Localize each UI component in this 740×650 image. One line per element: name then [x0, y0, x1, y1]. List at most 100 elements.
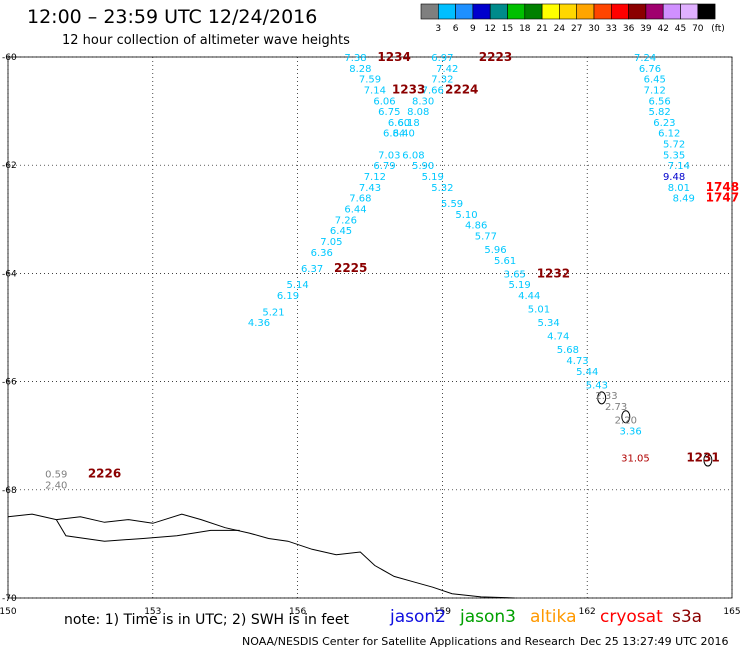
wave-height-value: 7.03 [378, 150, 400, 161]
wave-height-value: 3.65 [504, 269, 526, 280]
color-scale-label: 24 [554, 24, 566, 34]
wave-height-value: 8.49 [673, 194, 695, 205]
wave-height-value: 6.56 [648, 96, 670, 107]
wave-height-value: 5.72 [663, 140, 685, 151]
wave-height-value: 6.40 [393, 129, 415, 140]
wave-height-value: 5.77 [475, 232, 497, 243]
satellite-legend-cryosat: cryosat [600, 607, 663, 627]
wave-height-value: 6.45 [330, 226, 352, 237]
wave-height-value: 5.32 [431, 183, 453, 194]
pass-time-label: 1232 [537, 266, 570, 280]
wave-height-value: 7.14 [364, 85, 386, 96]
pass-time-label: 1233 [392, 82, 425, 96]
latitude-label: -64 [2, 269, 17, 279]
map-subtitle: 12 hour collection of altimeter wave hei… [62, 33, 350, 48]
color-scale-label: 45 [675, 24, 686, 34]
wave-height-value: 4.74 [547, 332, 569, 343]
footer-credit: NOAA/NESDIS Center for Satellite Applica… [242, 635, 576, 648]
wave-height-value: 5.19 [422, 172, 444, 183]
color-scale-label: 70 [692, 24, 704, 34]
wave-height-value: 6.84 [383, 129, 405, 140]
wave-height-value: 6.60 [388, 118, 410, 129]
satellite-legend-altika: altika [530, 607, 577, 627]
color-scale-swatch [697, 3, 716, 20]
latitude-label: -66 [2, 378, 17, 388]
wave-height-value: 2.20 [615, 415, 637, 426]
wave-height-value: 5.82 [648, 107, 670, 118]
wave-height-value: 8.08 [407, 107, 429, 118]
pass-time-label: 1231 [686, 450, 719, 464]
wave-height-value: 6.45 [644, 75, 666, 86]
satellite-legend-s3a: s3a [672, 607, 703, 627]
wave-height-value: 7.59 [359, 75, 381, 86]
coastline [7, 513, 515, 599]
color-scale-label: 15 [502, 24, 513, 34]
wave-height-value: 6.97 [431, 53, 453, 64]
wave-height-value: 5.61 [494, 256, 516, 267]
wave-height-value: 8.28 [349, 64, 371, 75]
wave-height-value: 7.26 [335, 215, 357, 226]
wave-height-value: 6.44 [344, 204, 366, 215]
wave-height-value: 6.75 [378, 107, 400, 118]
longitude-label: 162 [579, 607, 596, 617]
wave-height-value: 5.19 [508, 280, 530, 291]
color-scale-label: 9 [470, 24, 476, 34]
wave-height-value: 7.12 [644, 85, 666, 96]
wave-height-value: 8.01 [668, 183, 690, 194]
color-scale-label: 30 [588, 24, 600, 34]
wave-height-value: 5.35 [663, 150, 685, 161]
pass-time-label: 2225 [334, 261, 367, 275]
satellite-legend-jason3: jason3 [460, 607, 516, 627]
latitude-label: -70 [2, 594, 17, 604]
pass-time-label: 2226 [88, 467, 121, 481]
color-scale-label: 3 [435, 24, 441, 34]
wave-height-value: 3.36 [620, 426, 642, 437]
wave-height-value: 6.79 [373, 161, 395, 172]
wave-height-value: 5.96 [484, 245, 506, 256]
pass-time-label: 2223 [479, 50, 512, 64]
wave-height-value: 7.68 [349, 194, 371, 205]
longitude-label: 156 [289, 607, 306, 617]
color-scale-label: 36 [623, 24, 635, 34]
longitude-label: 159 [434, 607, 451, 617]
wave-height-value: 5.68 [557, 345, 579, 356]
map-title: 12:00 – 23:59 UTC 12/24/2016 [27, 6, 318, 28]
color-scale-label: 21 [536, 24, 547, 34]
latitude-label: -62 [2, 161, 17, 171]
wave-height-value: 7.24 [634, 53, 656, 64]
wave-height-value: 5.59 [441, 199, 463, 210]
wave-height-value: 6.06 [373, 96, 395, 107]
color-scale-label: 39 [640, 24, 652, 34]
wave-height-value: 7.42 [436, 64, 458, 75]
color-scale-label: 33 [606, 24, 617, 34]
wave-height-value: 8.30 [412, 96, 434, 107]
wave-height-value: 7.12 [364, 172, 386, 183]
island-outline [597, 391, 607, 405]
wave-height-value: 5.43 [586, 380, 608, 391]
wave-height-value: 6.23 [653, 118, 675, 129]
wave-height-value: 7.38 [344, 53, 366, 64]
pass-time-label: 2224 [445, 82, 478, 96]
wave-height-value: 5.90 [412, 161, 434, 172]
wave-height-value: 6.37 [301, 264, 323, 275]
wave-height-value: 7.05 [320, 237, 342, 248]
color-scale-label: 18 [519, 24, 531, 34]
color-scale-label: 6 [453, 24, 459, 34]
pass-time-label: 1234 [377, 50, 410, 64]
wave-height-value: 4.36 [248, 318, 270, 329]
wave-height-value: 7.66 [422, 85, 444, 96]
latitude-label: -60 [2, 53, 17, 63]
color-scale-label: 12 [484, 24, 495, 34]
wave-height-value: 5.44 [576, 367, 598, 378]
wave-height-value: 6.19 [277, 291, 299, 302]
footer-note: note: 1) Time is in UTC; 2) SWH is in fe… [64, 612, 350, 628]
wave-height-value: 2.33 [595, 391, 617, 402]
island-outline [703, 453, 713, 467]
color-scale-bar: 3 6 9 12 15 18 21 24 27 30 33 36 39 42 45 70 (ft) [420, 3, 725, 34]
wave-height-value: 5.21 [262, 307, 284, 318]
wave-height-value: 9.48 [663, 172, 685, 183]
wave-height-value: 7.43 [359, 183, 381, 194]
wave-height-value: 5.01 [528, 305, 550, 316]
pass-time-label: 1748 [706, 180, 739, 194]
